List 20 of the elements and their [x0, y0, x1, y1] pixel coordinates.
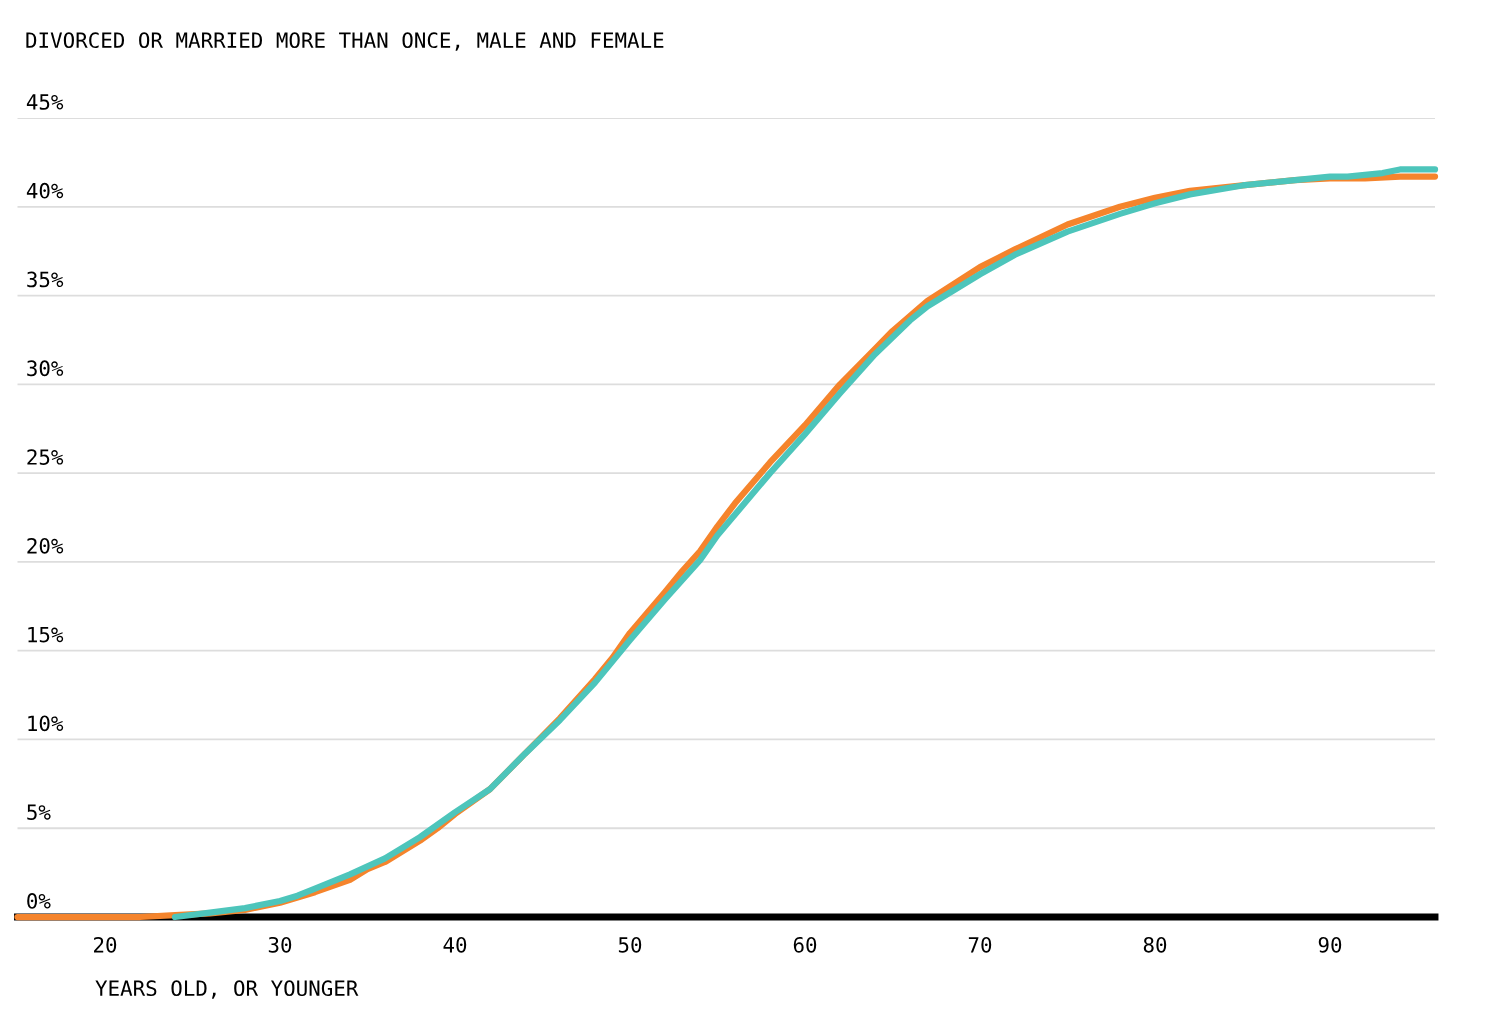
y-tick-label: 25% [27, 449, 64, 465]
chart-title: DIVORCED OR MARRIED MORE THAN ONCE, MALE AND FEMALE [26, 32, 664, 51]
x-tick-label: 30 [268, 936, 292, 953]
x-axis-title: YEARS OLD, OR YOUNGER [95, 980, 359, 999]
x-tick-label: 70 [968, 936, 992, 953]
y-tick-label: 15% [28, 626, 64, 643]
y-tick-label: 5% [27, 804, 51, 821]
y-tick-label: 20% [27, 537, 64, 554]
y-tick-label: 0% [27, 893, 51, 909]
y-tick-label: 10% [28, 715, 64, 732]
y-tick-label: 45% [26, 94, 64, 110]
x-tick-label: 90 [1318, 936, 1342, 953]
y-tick-label: 30% [27, 360, 64, 377]
y-tick-label: 40% [26, 182, 64, 199]
x-tick-label: 40 [443, 936, 467, 953]
x-tick-label: 60 [793, 936, 817, 953]
y-tick-label: 35% [27, 271, 64, 288]
x-tick-label: 20 [94, 936, 117, 953]
x-tick-label: 80 [1143, 936, 1167, 953]
x-tick-label: 50 [618, 936, 642, 953]
